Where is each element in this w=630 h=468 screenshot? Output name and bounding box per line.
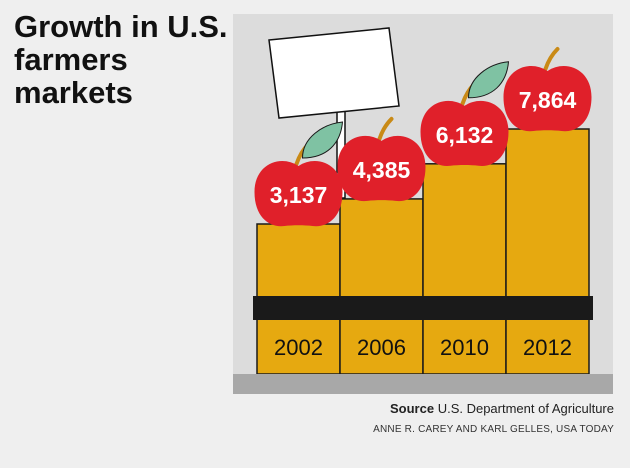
source-line: Source U.S. Department of Agriculture: [390, 401, 614, 416]
tick-label-2010: 2010: [440, 335, 489, 360]
leaf-icon: [301, 121, 344, 159]
apple-2006: 4,385: [337, 116, 426, 202]
data-label-2006: 4,385: [353, 157, 411, 183]
source-text: U.S. Department of Agriculture: [437, 401, 614, 416]
page-title: Growth in U.S. farmers markets: [14, 9, 228, 110]
leaf-icon: [467, 61, 510, 99]
data-label-2012: 7,864: [519, 87, 577, 113]
tick-label-2012: 2012: [523, 335, 572, 360]
bar-2012: [505, 128, 590, 375]
apple-2012: 7,864: [503, 47, 592, 132]
data-label-2002: 3,137: [270, 182, 328, 208]
data-label-2010: 6,132: [436, 122, 494, 148]
tick-label-2002: 2002: [274, 335, 323, 360]
chart-panel: 3,137 4,385 6,132 7,864 2002 2006 2010 2012: [233, 14, 613, 394]
source-label: Source: [389, 401, 435, 416]
black-band: [253, 296, 593, 320]
credit-line: ANNE R. CAREY AND KARL GELLES, USA TODAY: [373, 424, 614, 435]
apple-2010: 6,132: [420, 61, 510, 167]
apple-2002: 3,137: [254, 121, 344, 227]
tick-label-2006: 2006: [357, 335, 406, 360]
blank-sign: [268, 27, 400, 119]
ground-strip: [233, 374, 613, 394]
bar-chart: 3,137 4,385 6,132 7,864 2002 2006 2010 2012: [233, 27, 613, 394]
